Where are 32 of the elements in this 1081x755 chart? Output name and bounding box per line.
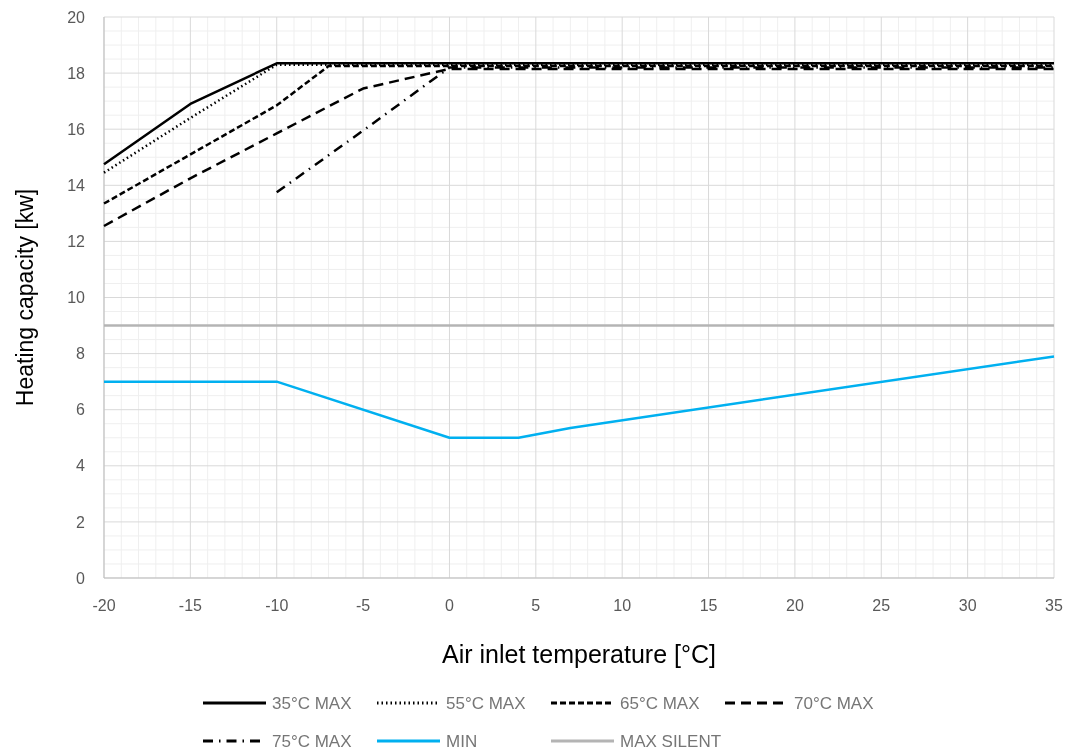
legend-label: MIN xyxy=(446,731,478,751)
x-tick-label: 35 xyxy=(1045,597,1063,614)
legend-label: 35°C MAX xyxy=(272,693,352,713)
y-tick-label: 12 xyxy=(67,233,86,250)
y-tick-label: 6 xyxy=(76,401,86,419)
x-tick-label: -10 xyxy=(265,597,289,614)
x-tick-label: 5 xyxy=(531,597,541,614)
y-axis-title: Heating capacity [kw] xyxy=(12,188,38,407)
x-tick-label: 15 xyxy=(699,597,718,614)
y-tick-label: 10 xyxy=(67,289,86,307)
legend-label: MAX SILENT xyxy=(620,731,722,751)
x-tick-label: 30 xyxy=(958,597,977,614)
x-tick-label: 10 xyxy=(613,597,632,614)
x-axis-title: Air inlet temperature [°C] xyxy=(442,640,716,668)
y-tick-label: 0 xyxy=(76,569,86,587)
y-tick-label: 16 xyxy=(67,120,86,138)
y-tick-label: 20 xyxy=(67,8,86,26)
x-tick-label: -20 xyxy=(92,597,116,614)
y-tick-label: 14 xyxy=(67,176,86,194)
y-tick-label: 4 xyxy=(76,457,86,475)
x-tick-label: 20 xyxy=(786,597,804,614)
legend-label: 70°C MAX xyxy=(794,693,874,713)
x-tick-label: 0 xyxy=(445,597,454,614)
legend-label: 75°C MAX xyxy=(272,731,352,751)
x-tick-label: -5 xyxy=(355,597,371,614)
y-tick-label: 2 xyxy=(76,513,86,531)
legend-label: 55°C MAX xyxy=(446,693,526,713)
y-tick-label: 18 xyxy=(67,64,86,82)
x-tick-label: 25 xyxy=(872,597,891,614)
legend-label: 65°C MAX xyxy=(620,693,700,713)
y-tick-label: 8 xyxy=(76,345,86,363)
x-tick-label: -15 xyxy=(178,597,203,614)
